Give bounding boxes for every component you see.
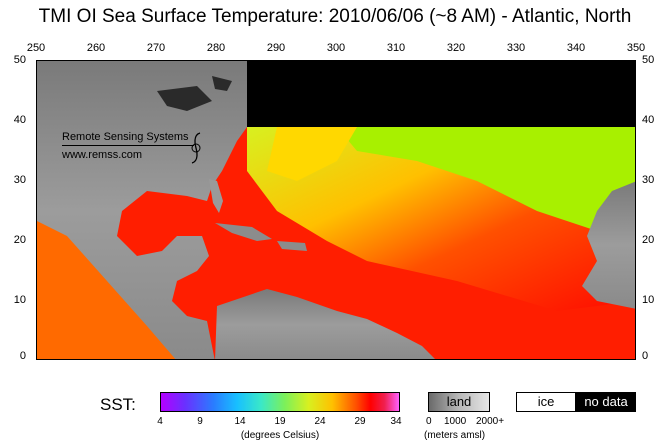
no-data-region — [617, 61, 635, 127]
y-tick-label: 40 — [13, 114, 26, 126]
sst-map-graphic — [37, 61, 635, 359]
y-tick-label: 40 — [642, 114, 655, 126]
y-tick-label: 30 — [13, 174, 26, 186]
ice-legend: ice — [516, 392, 576, 412]
y-tick-label: 0 — [19, 350, 26, 362]
page-title: TMI OI Sea Surface Temperature: 2010/06/… — [38, 6, 632, 27]
x-tick-label: 270 — [146, 42, 166, 54]
y-tick-label: 20 — [13, 234, 26, 246]
y-tick-label: 20 — [642, 234, 655, 246]
sst-colorbar — [160, 392, 400, 412]
x-axis-top: 250 260 270 280 290 300 310 320 330 340 … — [27, 42, 645, 58]
colorbar-tick: 19 — [274, 416, 286, 427]
y-tick-label: 0 — [642, 350, 649, 362]
colorbar-tick: 9 — [197, 416, 203, 427]
y-tick-label: 50 — [642, 54, 655, 66]
x-tick-label: 260 — [86, 42, 106, 54]
y-tick-label: 10 — [642, 294, 655, 306]
sst-map — [36, 60, 636, 360]
x-tick-label: 350 — [626, 42, 646, 54]
lakes — [212, 76, 232, 91]
legend-sst-label: SST: — [100, 395, 136, 414]
watermark: Remote Sensing Systems www.remss.com — [62, 131, 194, 161]
y-axis-right: 50 40 30 20 10 0 — [638, 54, 668, 362]
no-data-legend: no data — [576, 392, 636, 412]
land-caribbean — [215, 223, 272, 241]
x-tick-label: 310 — [386, 42, 406, 54]
x-tick-label: 300 — [326, 42, 346, 54]
x-tick-label: 340 — [566, 42, 586, 54]
ocean-region — [337, 127, 635, 231]
x-tick-label: 320 — [446, 42, 466, 54]
x-tick-label: 290 — [266, 42, 286, 54]
land-south-america — [215, 289, 435, 359]
x-tick-label: 330 — [506, 42, 526, 54]
watermark-url: www.remss.com — [62, 149, 143, 161]
land-africa — [582, 181, 635, 309]
x-tick-label: 280 — [206, 42, 226, 54]
land-units: (meters amsl) — [424, 430, 486, 441]
land-caribbean — [277, 241, 307, 251]
watermark-name: Remote Sensing Systems — [62, 131, 194, 146]
no-data-region — [247, 61, 635, 127]
colorbar-tick: 34 — [390, 416, 402, 427]
colorbar-units: (degrees Celsius) — [240, 430, 320, 441]
x-tick-label: 250 — [26, 42, 46, 54]
y-tick-label: 10 — [13, 294, 26, 306]
rss-logo-icon — [191, 132, 201, 164]
colorbar-tick: 29 — [354, 416, 366, 427]
y-tick-label: 50 — [13, 54, 26, 66]
land-tick: 2000+ — [476, 416, 505, 427]
ocean-region — [267, 127, 357, 181]
lakes — [157, 86, 212, 111]
y-tick-label: 30 — [642, 174, 655, 186]
colorbar-tick: 24 — [314, 416, 326, 427]
land-florida — [209, 179, 223, 213]
colorbar-tick: 4 — [157, 416, 163, 427]
land-tick: 1000 — [444, 416, 467, 427]
y-axis-left: 50 40 30 20 10 0 — [0, 54, 30, 362]
land-legend: land — [428, 392, 490, 412]
land-tick: 0 — [426, 416, 432, 427]
colorbar-tick: 14 — [234, 416, 246, 427]
land-north-america — [37, 61, 247, 359]
